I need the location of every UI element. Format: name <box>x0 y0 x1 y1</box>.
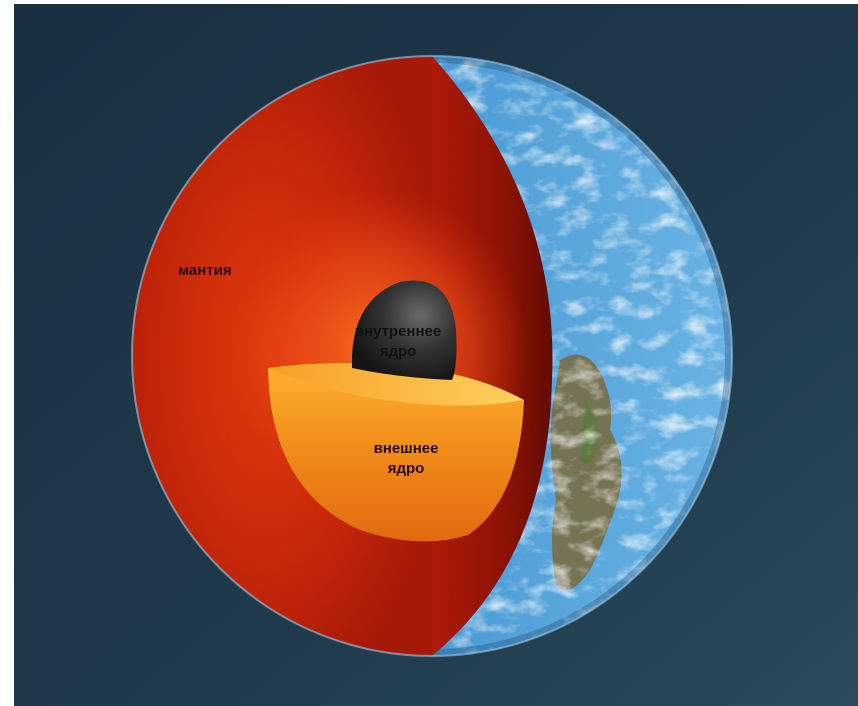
earth-outline <box>131 55 733 657</box>
label-inner-core-line2: ядро <box>380 343 417 360</box>
label-outer-core-line2: ядро <box>388 460 425 477</box>
label-inner-core-line1: внутреннее <box>355 323 441 340</box>
label-outer-core-line1: внешнее <box>374 440 439 457</box>
outer-core-top-surface <box>268 363 524 406</box>
inner-core <box>351 280 457 380</box>
label-mantle: мантия <box>178 262 232 279</box>
outer-core <box>268 367 524 542</box>
